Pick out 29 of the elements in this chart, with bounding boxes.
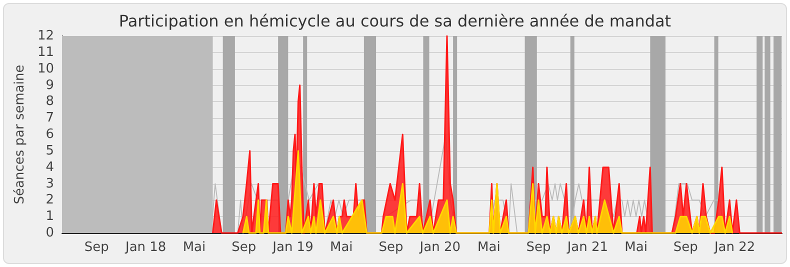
x-tick-label: Sep [673,240,698,255]
y-tick-label: 11 [37,44,54,60]
x-tick-label: Sep [378,240,404,255]
y-tick-label: 3 [46,176,54,192]
y-tick-label: 0 [46,226,54,240]
y-tick-label: 8 [46,94,54,110]
x-tick-label: Mai [182,240,206,255]
y-tick-label: 10 [37,61,54,76]
x-tick-label: Jan 19 [272,240,314,255]
y-tick-label: 12 [37,28,54,44]
chart-title: Participation en hémicycle au cours de sa dernière année de mandat [118,12,672,30]
x-tick-label: Sep [232,240,256,255]
x-tick-label: Jan 20 [418,240,460,255]
x-tick-label: Jan 18 [124,240,166,255]
y-axis-title: Séances par semaine [12,64,28,204]
x-tick-label: Mai [330,240,353,255]
y-tick-label: 9 [46,78,54,93]
x-tick-label: Jan 21 [566,240,608,255]
x-tick-label: Mai [624,240,648,255]
x-tick-label: Mai [478,240,500,255]
y-tick-label: 5 [46,143,54,158]
y-tick-label: 7 [46,110,54,126]
y-tick-label: 2 [46,192,54,208]
y-tick-label: 6 [46,127,54,142]
y-tick-label: 1 [46,209,54,224]
x-tick-label: Jan 22 [713,240,756,255]
y-tick-label: 4 [46,160,54,175]
x-tick-label: Sep [84,240,109,255]
x-tick-label: Sep [526,240,551,255]
